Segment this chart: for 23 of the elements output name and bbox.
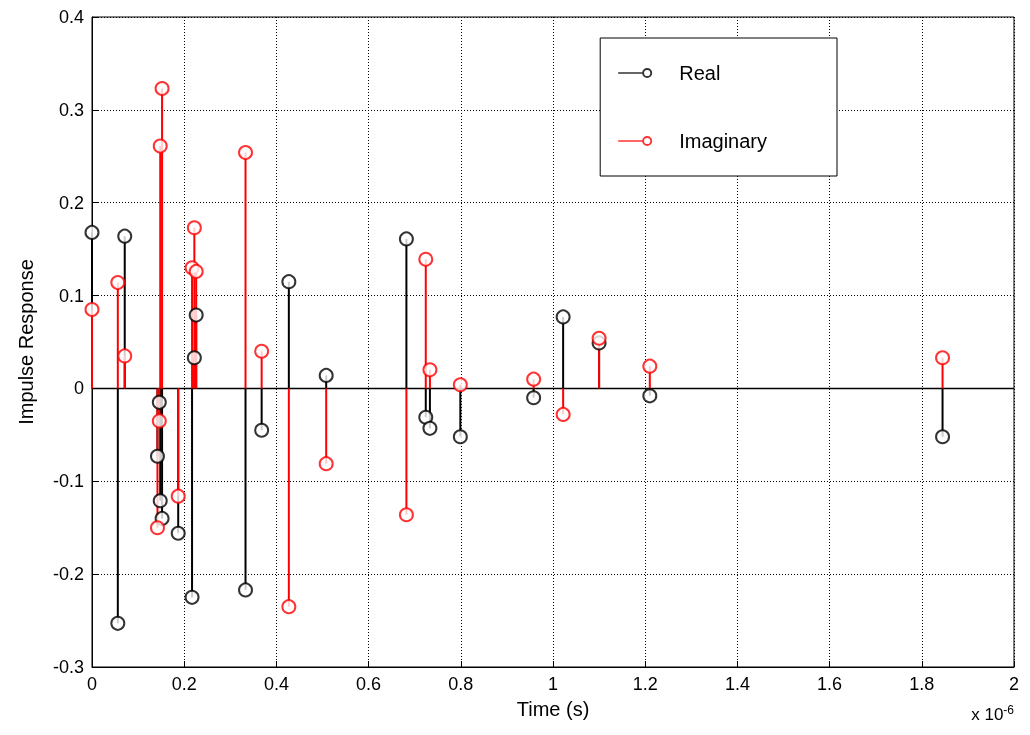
y-tick-label: 0.4 [58, 7, 84, 27]
y-tick-label: -0.1 [52, 471, 84, 492]
y-tick-label: 0.2 [58, 192, 84, 213]
x-tick-label: 1.6 [817, 674, 843, 694]
y-tick-label: -0.3 [52, 657, 84, 677]
x-tick-label: 1.4 [724, 674, 750, 694]
x-tick-label: 0.2 [171, 674, 197, 694]
y-axis-title: Impulse Response [15, 259, 37, 425]
x-tick-label: 0.6 [356, 674, 382, 694]
y-tick-label: 0.1 [58, 285, 84, 306]
x-tick-label: 0.8 [448, 674, 474, 694]
x-axis-title: Time (s) [516, 698, 590, 720]
x-tick-label: 2 [1008, 674, 1019, 694]
x-tick-label: 0 [86, 674, 98, 694]
y-tick-label: -0.2 [52, 564, 84, 585]
legend-label: Real [679, 62, 721, 84]
x-tick-label: 0.4 [263, 674, 289, 694]
x-tick-label: 1.8 [909, 674, 935, 694]
y-tick-label: 0 [73, 378, 84, 399]
x-tick-label: 1 [547, 674, 559, 694]
y-tick-label: 0.3 [58, 99, 84, 120]
legend-label: Imaginary [679, 130, 767, 152]
x-tick-label: 1.2 [632, 674, 658, 694]
